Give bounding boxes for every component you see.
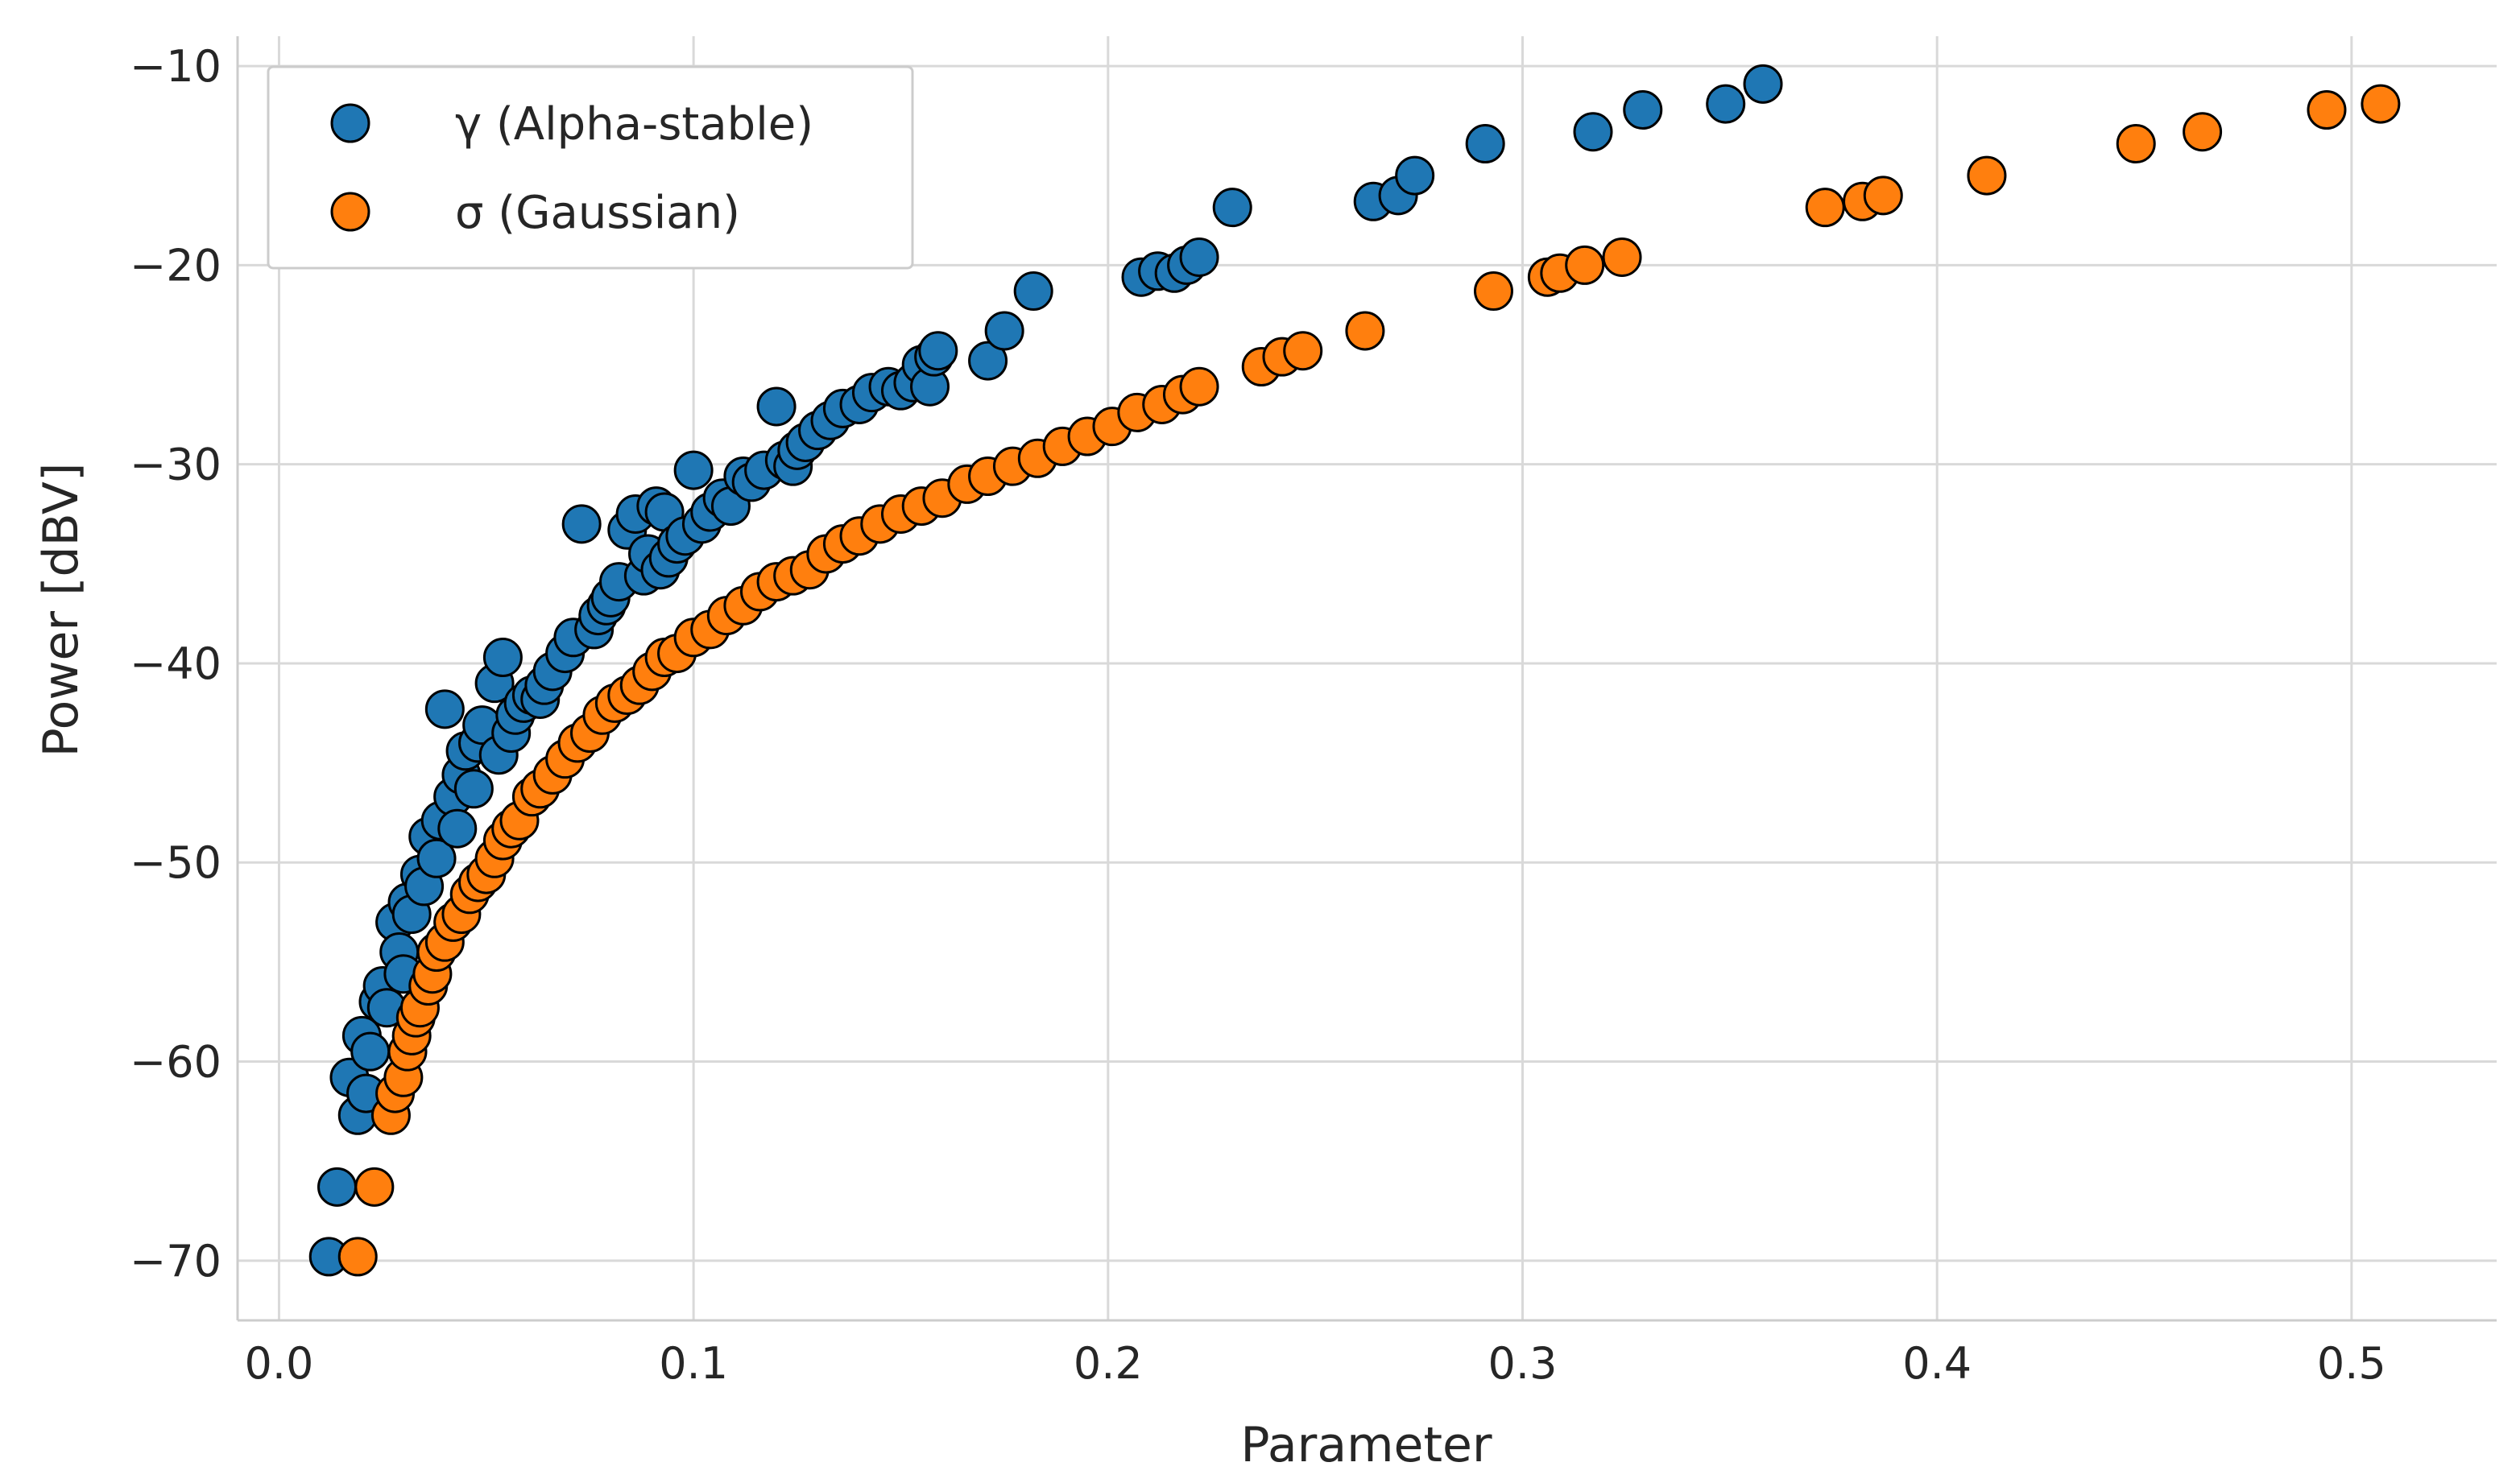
y-tick-labels: −70 −60 −50 −40 −30 −20 −10 [130,41,221,1287]
series-alpha-stable [308,64,1783,1277]
data-point [337,1237,378,1277]
y-tick-label: −10 [130,41,221,92]
y-tick-label: −40 [130,638,221,689]
data-point [2183,112,2223,152]
y-tick-label: −20 [130,240,221,291]
y-axis-label: Power [dBV] [33,463,89,758]
data-point [984,311,1024,351]
legend-marker-gaussian [330,192,370,232]
x-tick-label: 0.0 [245,1338,314,1389]
axes-spines [236,36,2497,1322]
y-tick-label: −50 [130,837,221,888]
data-point [673,450,714,490]
x-tick-label: 0.4 [1902,1338,1972,1389]
data-point [1179,366,1219,407]
data-point [1565,245,1605,285]
x-tick-labels: 0.0 0.1 0.2 0.3 0.4 0.5 [245,1338,2386,1389]
data-point [1573,112,1613,152]
x-tick-label: 0.2 [1074,1338,1143,1389]
data-point [1473,271,1513,312]
data-point [756,386,797,427]
x-tick-label: 0.5 [2317,1338,2386,1389]
data-point [1212,188,1252,228]
data-point [1743,64,1783,104]
data-point [424,689,465,729]
y-tick-label: −30 [130,440,221,490]
x-tick-label: 0.3 [1488,1338,1558,1389]
data-point [2307,89,2347,130]
y-tick-label: −60 [130,1037,221,1088]
data-point [918,331,958,371]
x-tick-label: 0.1 [659,1338,728,1389]
data-point [1623,89,1663,130]
data-point [1283,331,1323,371]
data-point [968,341,1008,381]
legend-label-alpha-stable: γ (Alpha-stable) [455,98,813,151]
data-point [453,769,494,809]
data-point [354,1167,395,1207]
legend-label-gaussian: σ (Gaussian) [455,187,740,239]
data-point [561,504,602,544]
data-point [482,638,523,678]
data-point [2361,84,2401,124]
data-point [1805,188,1845,228]
legend: γ (Alpha-stable) σ (Gaussian) [267,65,914,270]
data-points [308,64,2401,1277]
data-point [1345,311,1385,351]
data-point [1013,271,1053,312]
data-point [1602,237,1642,277]
data-point [1465,124,1505,164]
y-tick-label: −70 [130,1236,221,1287]
data-point [1179,237,1219,277]
data-point [317,1167,358,1207]
data-point [350,1031,391,1072]
data-point [416,838,457,878]
series-gaussian [337,84,2401,1277]
data-point [1706,84,1746,124]
x-axis-label: Parameter [1240,1417,1492,1473]
data-point [2116,124,2156,164]
data-point [1395,155,1435,196]
data-point [437,808,478,849]
legend-box [267,65,914,270]
legend-marker-alpha-stable [330,103,370,143]
data-point [1863,176,1903,216]
data-point [1967,155,2007,196]
